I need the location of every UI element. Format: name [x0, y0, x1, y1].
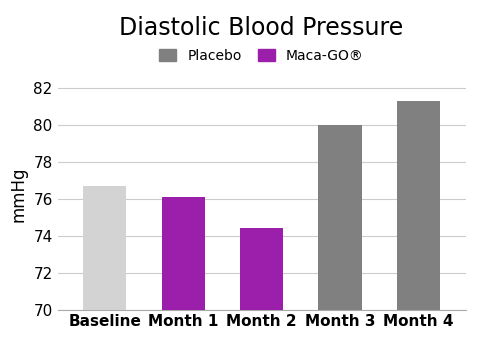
Legend: Placebo, Maca-GO®: Placebo, Maca-GO®: [155, 45, 368, 67]
Bar: [83, 186, 126, 310]
Title: Diastolic Blood Pressure: Diastolic Blood Pressure: [120, 16, 404, 40]
Bar: [240, 229, 283, 310]
Bar: [319, 125, 361, 310]
Bar: [397, 101, 440, 310]
Y-axis label: mmHg: mmHg: [10, 167, 28, 222]
Bar: [162, 197, 204, 310]
